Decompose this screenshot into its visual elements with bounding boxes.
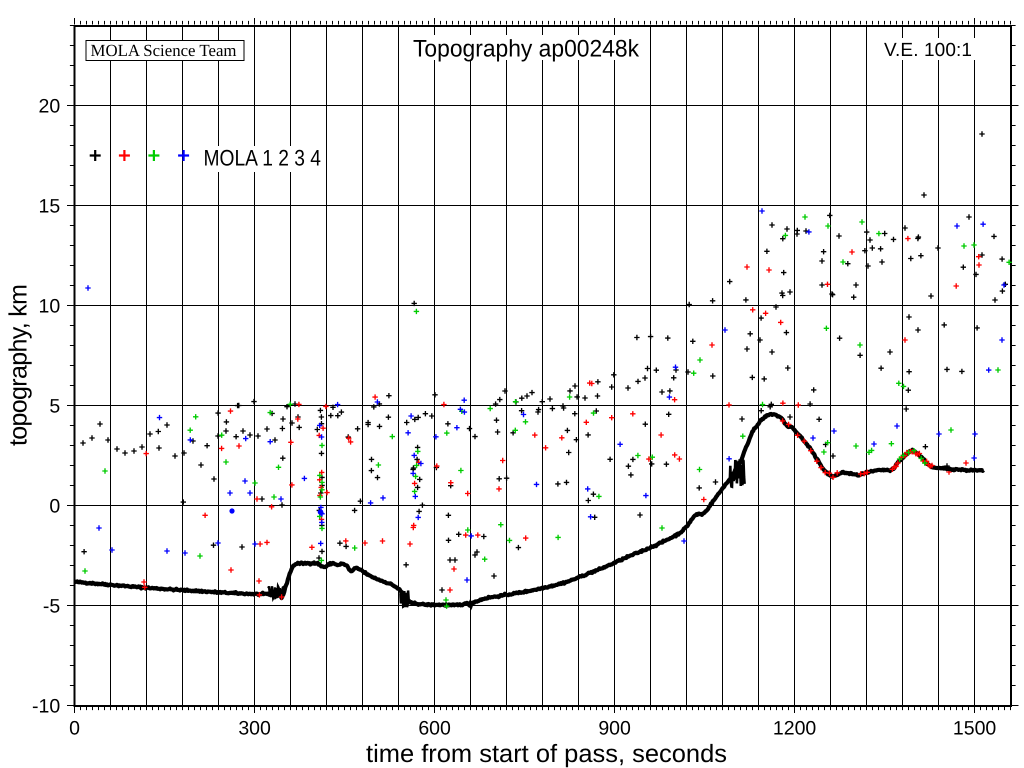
svg-text:5: 5 — [49, 396, 60, 418]
svg-text:15: 15 — [38, 196, 60, 218]
svg-text:20: 20 — [38, 96, 60, 118]
svg-text:topography, km: topography, km — [5, 284, 33, 446]
svg-text:time from start of pass, secon: time from start of pass, seconds — [366, 740, 727, 768]
svg-text:MOLA Science Team: MOLA Science Team — [91, 41, 237, 60]
svg-text:-5: -5 — [43, 596, 60, 618]
svg-text:0: 0 — [69, 718, 80, 740]
svg-text:600: 600 — [418, 718, 451, 740]
svg-text:300: 300 — [238, 718, 271, 740]
svg-text:Topography ap00248k: Topography ap00248k — [413, 36, 640, 63]
svg-text:-10: -10 — [32, 696, 60, 718]
svg-text:10: 10 — [38, 296, 60, 318]
svg-text:1200: 1200 — [773, 718, 817, 740]
svg-text:0: 0 — [49, 496, 60, 518]
svg-text:1500: 1500 — [953, 718, 997, 740]
svg-text:MOLA 1 2 3 4: MOLA 1 2 3 4 — [204, 146, 322, 171]
svg-text:900: 900 — [598, 718, 631, 740]
svg-text:V.E. 100:1: V.E. 100:1 — [884, 40, 972, 61]
